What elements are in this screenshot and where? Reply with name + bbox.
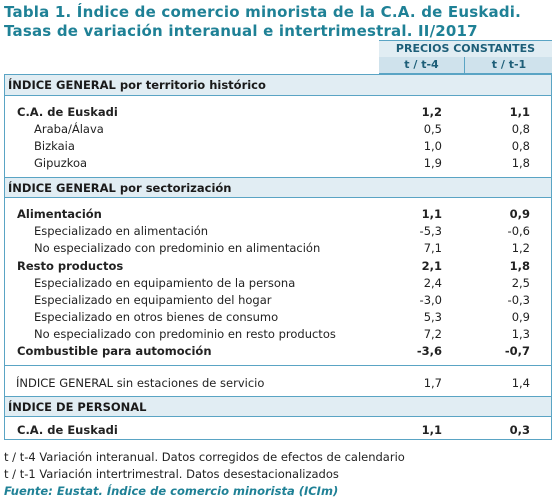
- row-value-interanual: -5,3: [419, 224, 442, 238]
- row-label: C.A. de Euskadi: [17, 105, 118, 119]
- table-row: ÍNDICE GENERAL sin estaciones de servici…: [5, 375, 551, 391]
- row-value-interanual: 2,4: [423, 276, 442, 290]
- table-row: Gipuzkoa 1,9 1,8: [5, 155, 551, 171]
- footnotes: t / t-4 Variación interanual. Datos corr…: [4, 449, 405, 500]
- row-value-interanual: 1,0: [423, 139, 442, 153]
- section-personal: ÍNDICE DE PERSONAL: [5, 396, 551, 417]
- row-value-interanual: -3,6: [416, 344, 442, 358]
- title-line-2: Tasas de variación interanual e intertri…: [4, 22, 478, 40]
- footnote-intertrimestral: t / t-1 Variación intertrimestral. Datos…: [4, 467, 339, 481]
- row-value-interanual: 7,1: [423, 241, 442, 255]
- section-divider: [5, 365, 551, 366]
- row-label: Especializado en equipamiento del hogar: [34, 293, 272, 307]
- table-row: C.A. de Euskadi 1,1 0,3: [5, 422, 551, 438]
- row-value-intertrimestral: 0,9: [511, 310, 530, 324]
- row-value-interanual: 1,7: [423, 376, 442, 390]
- row-label: Gipuzkoa: [34, 156, 88, 170]
- table-row: Bizkaia 1,0 0,8: [5, 138, 551, 154]
- row-value-intertrimestral: 1,4: [511, 376, 530, 390]
- header-precios-constantes: PRECIOS CONSTANTES: [379, 40, 552, 57]
- row-value-interanual: 1,9: [423, 156, 442, 170]
- row-value-intertrimestral: 0,9: [509, 207, 530, 221]
- row-value-intertrimestral: 0,8: [511, 139, 530, 153]
- title-line-1: Tabla 1. Índice de comercio minorista de…: [4, 3, 522, 21]
- table-row: Especializado en alimentación -5,3 -0,6: [5, 223, 551, 239]
- row-label: Alimentación: [17, 207, 102, 221]
- row-value-intertrimestral: 1,1: [509, 105, 530, 119]
- header-columns: t / t-4 t / t-1: [379, 57, 552, 74]
- table-row: No especializado con predominio en resto…: [5, 326, 551, 342]
- header-col-intertrimestral: t / t-1: [491, 58, 527, 71]
- row-value-interanual: 5,3: [423, 310, 442, 324]
- row-value-interanual: 1,1: [421, 423, 442, 437]
- table-row: Especializado en equipamiento de la pers…: [5, 275, 551, 291]
- row-value-intertrimestral: -0,7: [504, 344, 530, 358]
- table-title: Tabla 1. Índice de comercio minorista de…: [4, 3, 521, 41]
- row-label: Especializado en equipamiento de la pers…: [34, 276, 296, 290]
- section-territorio: ÍNDICE GENERAL por territorio histórico: [5, 75, 551, 96]
- section-sectorizacion: ÍNDICE GENERAL por sectorización: [5, 177, 551, 198]
- row-value-intertrimestral: 2,5: [511, 276, 530, 290]
- row-value-intertrimestral: 1,8: [511, 156, 530, 170]
- source-note: Fuente: Eustat. Índice de comercio minor…: [4, 484, 339, 498]
- row-value-intertrimestral: 1,2: [511, 241, 530, 255]
- footnote-interanual: t / t-4 Variación interanual. Datos corr…: [4, 450, 405, 464]
- row-label: Araba/Álava: [34, 122, 104, 136]
- row-value-interanual: 7,2: [423, 327, 442, 341]
- row-value-intertrimestral: -0,6: [507, 224, 530, 238]
- row-value-intertrimestral: -0,3: [507, 293, 530, 307]
- row-value-interanual: -3,0: [419, 293, 442, 307]
- row-value-intertrimestral: 0,3: [509, 423, 530, 437]
- row-label: C.A. de Euskadi: [17, 423, 118, 437]
- header-col-interanual: t / t-4: [379, 57, 465, 73]
- row-value-interanual: 2,1: [421, 259, 442, 273]
- row-value-interanual: 1,2: [421, 105, 442, 119]
- row-label: Especializado en alimentación: [34, 224, 209, 238]
- row-value-intertrimestral: 1,8: [509, 259, 530, 273]
- table-row: C.A. de Euskadi 1,2 1,1: [5, 104, 551, 120]
- row-label: ÍNDICE GENERAL sin estaciones de servici…: [16, 376, 265, 390]
- row-label: Combustible para automoción: [17, 344, 212, 358]
- row-value-intertrimestral: 1,3: [511, 327, 530, 341]
- table-row: No especializado con predominio en alime…: [5, 240, 551, 256]
- row-value-interanual: 0,5: [423, 122, 442, 136]
- row-label: Bizkaia: [34, 139, 75, 153]
- row-value-interanual: 1,1: [421, 207, 442, 221]
- data-table: ÍNDICE GENERAL por territorio histórico …: [4, 74, 552, 440]
- table-row: Alimentación 1,1 0,9: [5, 206, 551, 222]
- table-row: Combustible para automoción -3,6 -0,7: [5, 343, 551, 359]
- row-value-intertrimestral: 0,8: [511, 122, 530, 136]
- table-row: Especializado en otros bienes de consumo…: [5, 309, 551, 325]
- row-label: Resto productos: [17, 259, 124, 273]
- table-row: Resto productos 2,1 1,8: [5, 258, 551, 274]
- row-label: No especializado con predominio en resto…: [34, 327, 336, 341]
- row-label: Especializado en otros bienes de consumo: [34, 310, 279, 324]
- table-row: Especializado en equipamiento del hogar …: [5, 292, 551, 308]
- table-row: Araba/Álava 0,5 0,8: [5, 121, 551, 137]
- row-label: No especializado con predominio en alime…: [34, 241, 321, 255]
